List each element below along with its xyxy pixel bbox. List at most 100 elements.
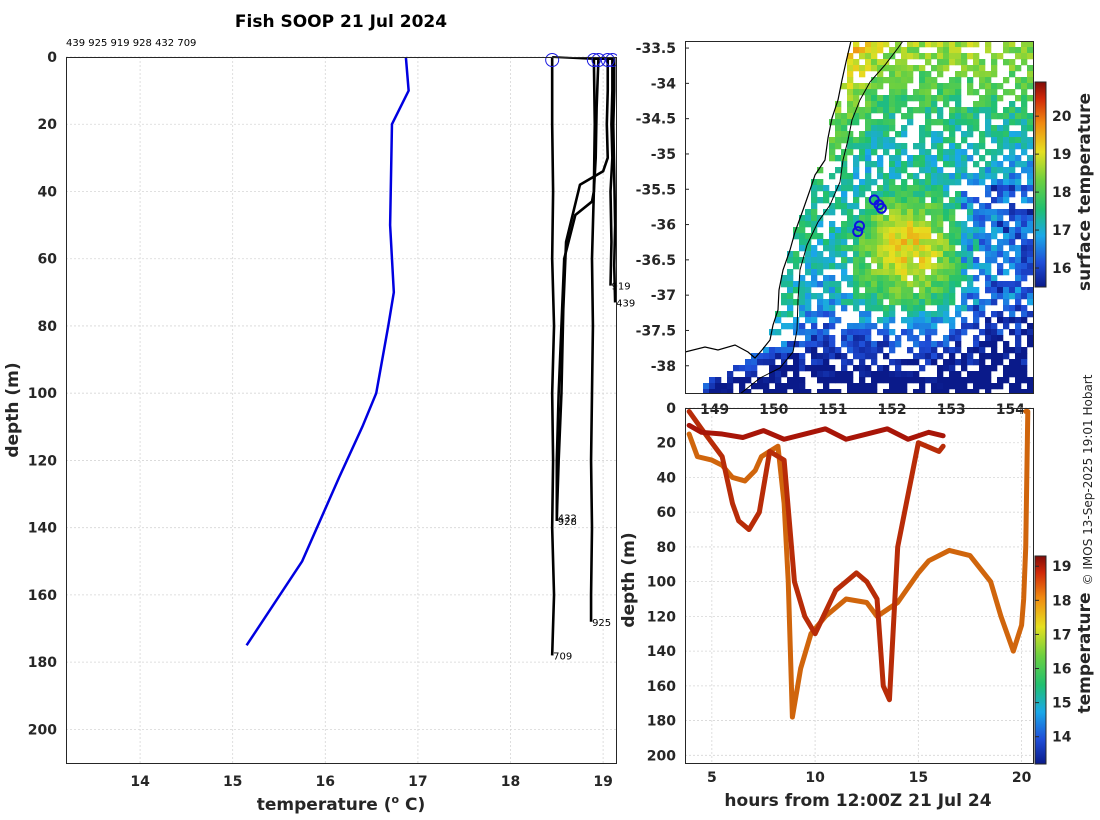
- sst-cell: [967, 239, 974, 246]
- sst-cell: [919, 353, 926, 360]
- sst-cell: [853, 383, 860, 390]
- sst-cell: [787, 293, 794, 300]
- sst-cell: [799, 275, 806, 282]
- sst-cell: [853, 191, 860, 198]
- sst-cell: [859, 143, 866, 150]
- sst-cell: [1027, 47, 1034, 54]
- sst-cell: [913, 233, 920, 240]
- sst-cell: [973, 113, 980, 120]
- sst-cell: [991, 89, 998, 96]
- sst-cell: [913, 221, 920, 228]
- sst-cell: [895, 341, 902, 348]
- sst-cell: [895, 89, 902, 96]
- sst-cell: [925, 275, 932, 282]
- sst-cell: [847, 389, 854, 394]
- sst-cell: [865, 281, 872, 288]
- sst-cell: [937, 263, 944, 270]
- sst-cell: [973, 371, 980, 378]
- profile-line-919: [609, 57, 614, 286]
- sst-cell: [979, 167, 986, 174]
- sst-cell: [931, 275, 938, 282]
- sst-cell: [877, 317, 884, 324]
- sst-cell: [895, 377, 902, 384]
- sst-cell: [943, 59, 950, 66]
- sst-cell: [919, 293, 926, 300]
- sst-cell: [997, 191, 1004, 198]
- sst-cell: [793, 233, 800, 240]
- sst-cell: [841, 173, 848, 180]
- sst-cell: [943, 233, 950, 240]
- sst-cell: [937, 137, 944, 144]
- sst-cell: [991, 383, 998, 390]
- sst-cell: [919, 203, 926, 210]
- sst-cell: [949, 269, 956, 276]
- sst-cell: [967, 203, 974, 210]
- sst-cell: [745, 359, 752, 366]
- sst-cell: [883, 173, 890, 180]
- sst-cell: [919, 323, 926, 330]
- sst-cell: [961, 305, 968, 312]
- sst-cell: [973, 125, 980, 132]
- sst-cell: [901, 89, 908, 96]
- sst-cell: [1003, 137, 1010, 144]
- sst-cell: [961, 65, 968, 72]
- sst-cell: [925, 251, 932, 258]
- sst-cell: [877, 167, 884, 174]
- sst-cell: [907, 119, 914, 126]
- sst-cell: [883, 143, 890, 150]
- sst-cell: [901, 203, 908, 210]
- sst-cell: [775, 353, 782, 360]
- sst-cell: [859, 383, 866, 390]
- sst-cell: [805, 341, 812, 348]
- time-ytick: 40: [657, 470, 677, 486]
- sst-cell: [931, 83, 938, 90]
- sst-cell: [775, 371, 782, 378]
- sst-cell: [1009, 233, 1016, 240]
- sst-cell: [907, 161, 914, 168]
- sst-cell: [835, 377, 842, 384]
- time-ytick: 120: [647, 609, 676, 625]
- sst-cell: [973, 293, 980, 300]
- sst-cell: [919, 65, 926, 72]
- sst-cell: [961, 365, 968, 372]
- sst-cell: [751, 359, 758, 366]
- sst-cell: [865, 107, 872, 114]
- sst-cell: [925, 185, 932, 192]
- sst-cell: [841, 269, 848, 276]
- sst-cell: [865, 65, 872, 72]
- sst-cell: [949, 89, 956, 96]
- sst-cell: [937, 155, 944, 162]
- time-tracks: [686, 408, 1031, 720]
- sst-cell: [829, 305, 836, 312]
- sst-cell: [913, 251, 920, 258]
- sst-cell: [1027, 137, 1034, 144]
- sst-cell: [871, 179, 878, 186]
- sst-cell: [913, 89, 920, 96]
- sst-cell: [919, 281, 926, 288]
- sst-cell: [877, 341, 884, 348]
- sst-cell: [931, 341, 938, 348]
- sst-cell: [835, 113, 842, 120]
- sst-cell: [931, 317, 938, 324]
- sst-cell: [817, 305, 824, 312]
- sst-cell: [931, 311, 938, 318]
- sst-cell: [931, 155, 938, 162]
- sst-cell: [1027, 125, 1034, 132]
- sst-cell: [937, 269, 944, 276]
- sst-cell: [1009, 209, 1016, 216]
- sst-cell: [919, 311, 926, 318]
- sst-cell: [1009, 245, 1016, 252]
- sst-cell: [997, 269, 1004, 276]
- sst-cell: [985, 89, 992, 96]
- sst-cell: [865, 371, 872, 378]
- sst-cell: [925, 191, 932, 198]
- sst-cell: [949, 149, 956, 156]
- sst-cell: [895, 269, 902, 276]
- profile-label-925: 925: [592, 618, 611, 629]
- sst-cell: [931, 269, 938, 276]
- sst-cell: [937, 113, 944, 120]
- sst-cell: [1021, 191, 1028, 198]
- sst-cell: [1003, 227, 1010, 234]
- sst-cell: [805, 305, 812, 312]
